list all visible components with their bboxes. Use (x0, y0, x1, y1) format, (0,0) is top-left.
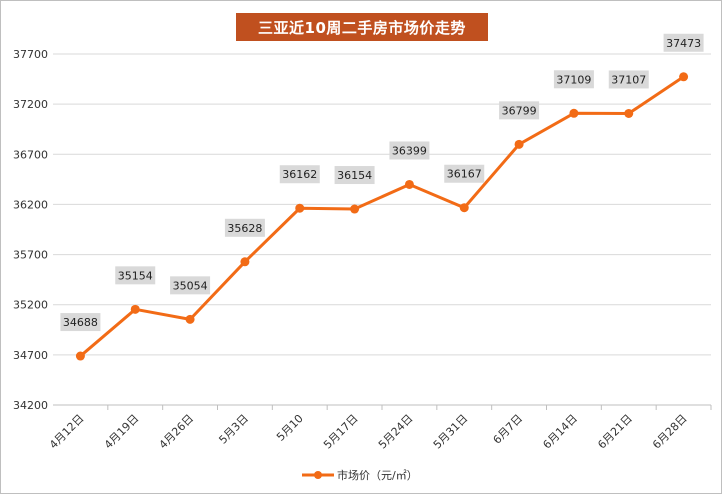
y-tick-label: 37700 (13, 48, 48, 61)
x-tick-label: 5月17日 (321, 412, 361, 452)
data-label-box (170, 276, 211, 295)
y-tick-label: 36700 (13, 148, 48, 161)
data-label-box (279, 165, 320, 184)
data-point (514, 139, 524, 149)
x-tick-label: 5月3日 (216, 412, 251, 447)
y-tick-label: 35700 (13, 249, 48, 262)
data-label: 35154 (118, 269, 153, 282)
data-label: 37109 (556, 73, 591, 86)
data-point (624, 108, 634, 118)
data-label: 36799 (502, 104, 537, 117)
y-tick-label: 37200 (13, 98, 48, 111)
data-point (240, 257, 250, 267)
data-label: 35054 (173, 279, 208, 292)
data-point (75, 351, 85, 361)
y-tick-label: 34200 (13, 399, 48, 412)
data-label: 36167 (447, 168, 482, 181)
x-tick-label: 5月31日 (431, 412, 471, 452)
legend-marker-icon (301, 468, 335, 482)
data-label-box (499, 101, 540, 120)
data-label: 36399 (392, 144, 427, 157)
y-tick-label: 36200 (13, 198, 48, 211)
x-tick-label: 5月10 (274, 412, 306, 444)
data-label: 36162 (282, 168, 317, 181)
x-tick-label: 6月21日 (595, 412, 635, 452)
data-point (404, 179, 414, 189)
data-label: 37473 (666, 37, 701, 50)
data-point (569, 108, 579, 118)
data-label-box (553, 70, 594, 89)
chart-title: 三亚近10周二手房市场价走势 (258, 18, 466, 37)
data-point (679, 72, 689, 82)
x-tick-label: 6月28日 (650, 412, 690, 452)
data-point (350, 204, 360, 214)
data-point (459, 203, 469, 213)
data-label-box (334, 166, 375, 185)
data-label: 36154 (337, 169, 372, 182)
data-point (295, 203, 305, 213)
legend-label: 市场价（元/㎡） (337, 469, 418, 482)
x-tick-label: 6月14日 (540, 412, 580, 452)
data-label-box (115, 266, 156, 285)
data-label-box (389, 141, 430, 160)
data-label-box (608, 70, 649, 89)
legend: 市场价（元/㎡） (301, 467, 418, 483)
chart-title-box: 三亚近10周二手房市场价走势 (236, 13, 488, 41)
x-tick-label: 6月7日 (491, 412, 526, 447)
data-label: 34688 (63, 316, 98, 329)
y-tick-label: 35200 (13, 299, 48, 312)
data-point (130, 304, 140, 314)
y-tick-label: 34700 (13, 349, 48, 362)
x-tick-label: 4月26日 (157, 412, 197, 452)
series-line (79, 75, 685, 358)
x-tick-label: 5月24日 (376, 412, 416, 452)
data-label: 35628 (227, 222, 262, 235)
x-tick-label: 4月19日 (102, 412, 142, 452)
data-label: 37107 (611, 73, 646, 86)
data-label-box (444, 164, 485, 183)
data-label-box (663, 33, 704, 52)
data-point (185, 314, 195, 324)
data-label-box (224, 218, 265, 237)
data-label-box (60, 313, 101, 332)
x-tick-label: 4月12日 (47, 412, 87, 452)
